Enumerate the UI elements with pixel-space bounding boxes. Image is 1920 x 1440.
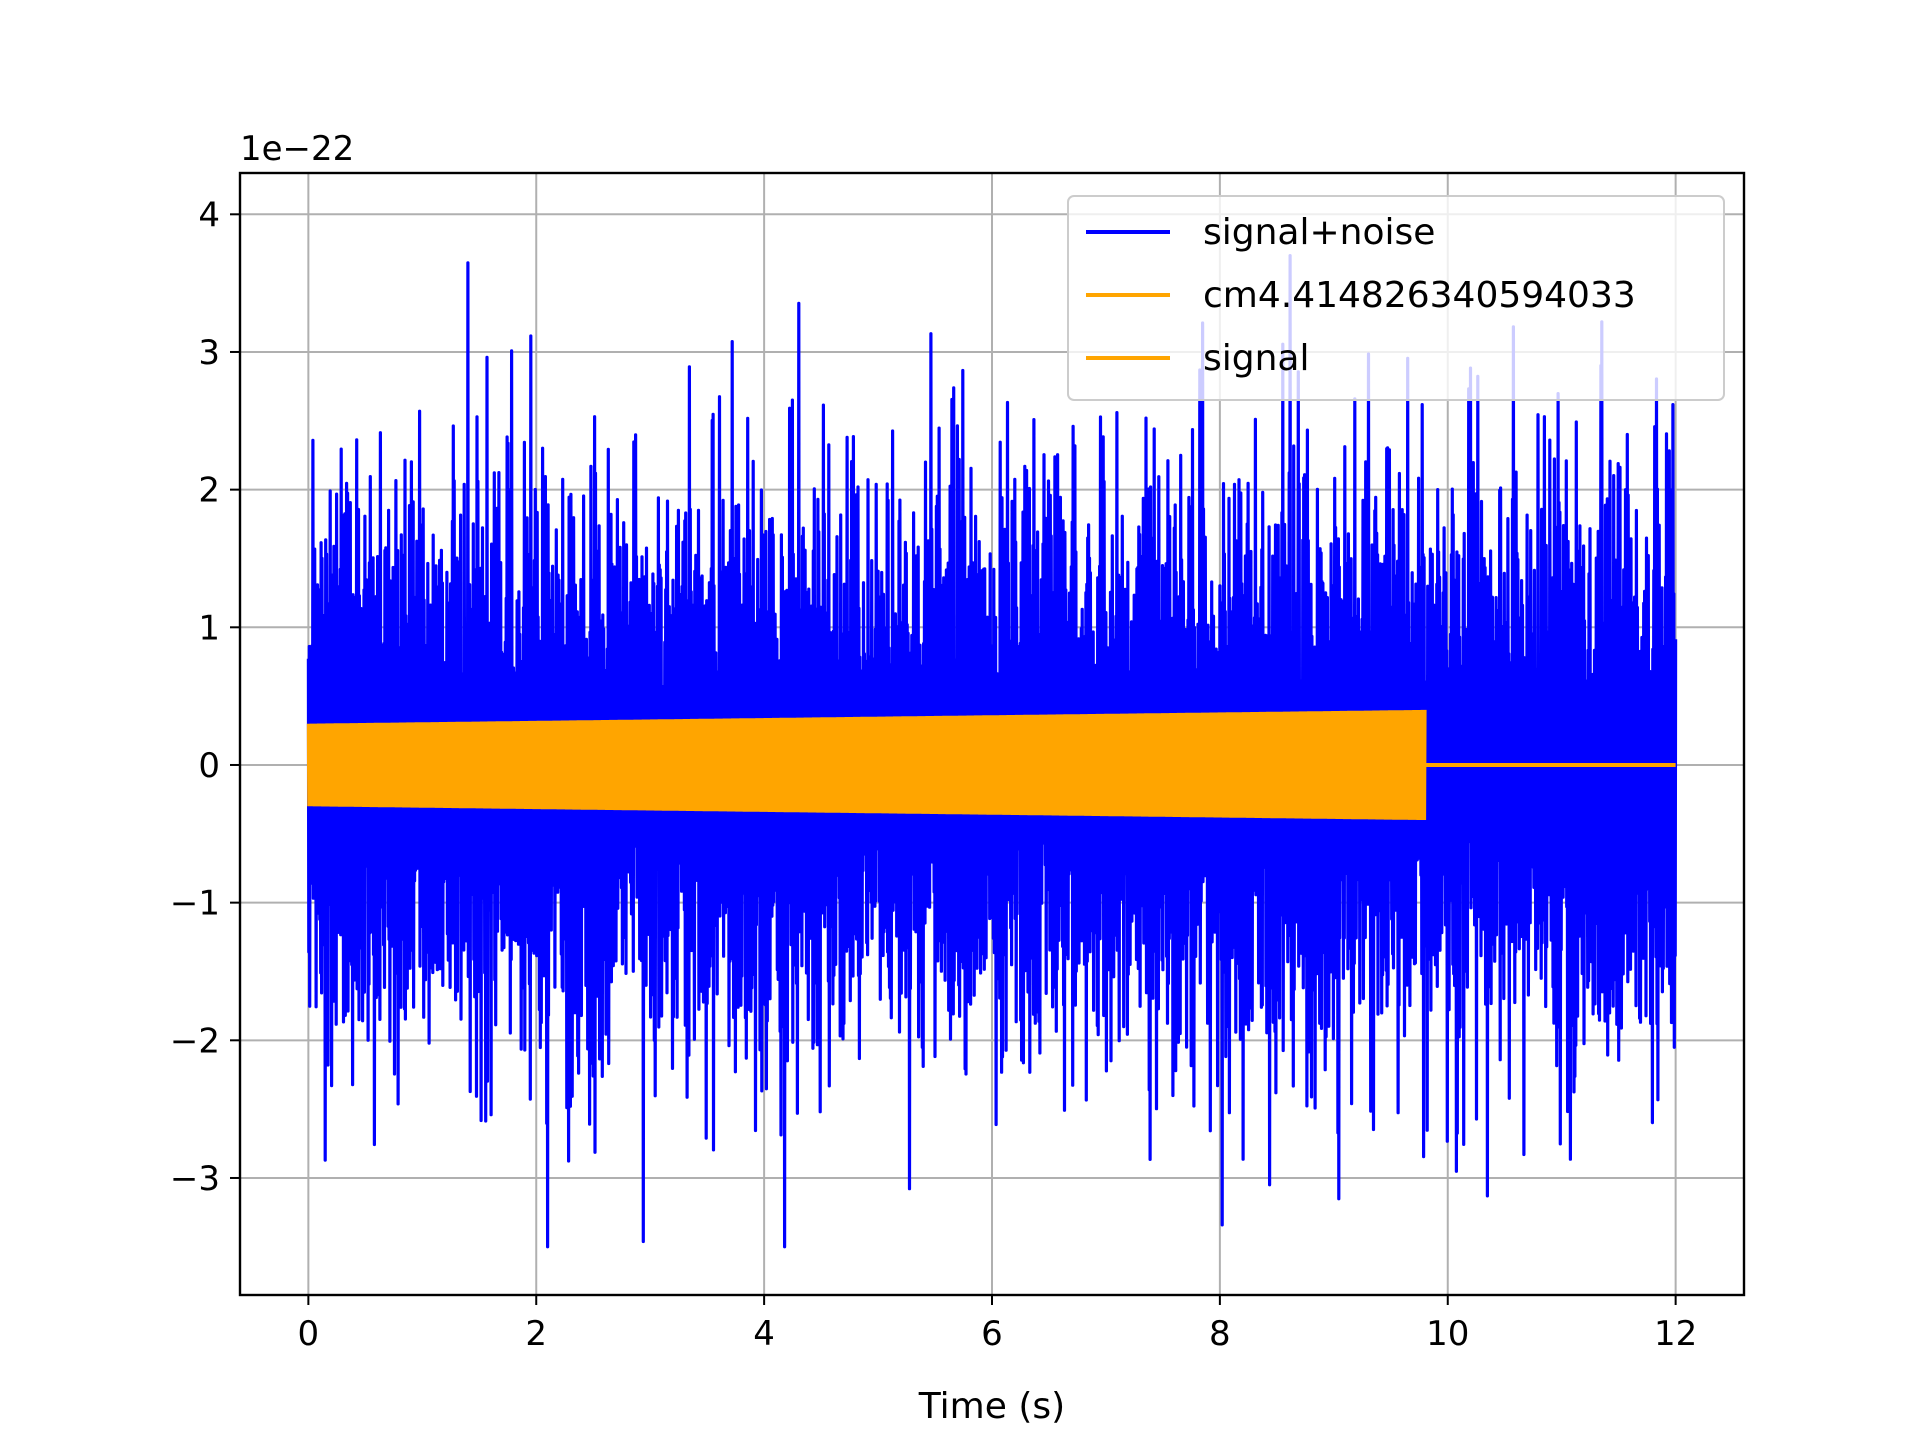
data-layer (306, 254, 1678, 1249)
y-tick-label: −1 (170, 884, 220, 924)
series-signal-noise-line (306, 254, 1678, 1249)
legend-frame (1067, 195, 1725, 401)
y-offset-label: 1e−22 (240, 129, 354, 169)
x-tick-label: 2 (525, 1314, 547, 1354)
y-tick-label: 1 (198, 608, 220, 648)
legend-label-signal-noise: signal+noise (1203, 212, 1435, 253)
y-tick-label: 0 (198, 746, 220, 786)
x-tick-label: 10 (1426, 1314, 1469, 1354)
y-tick-label: 3 (198, 333, 220, 373)
legend: signal+noise cm4.414826340594033 signal (1067, 195, 1725, 401)
y-tick-label: 2 (198, 471, 220, 511)
y-tick-label: 4 (198, 195, 220, 235)
y-tick-label: −2 (170, 1021, 220, 1061)
series-cm-signal-band (306, 709, 1427, 821)
x-tick-label: 12 (1654, 1314, 1697, 1354)
legend-label-signal: signal (1203, 338, 1310, 379)
legend-label-cm: cm4.414826340594033 (1203, 275, 1636, 316)
y-tick-label: −3 (170, 1159, 220, 1199)
x-tick-label: 4 (753, 1314, 775, 1354)
x-tick-label: 0 (298, 1314, 320, 1354)
x-tick-label: 6 (981, 1314, 1003, 1354)
x-axis-title: Time (s) (918, 1386, 1065, 1427)
x-tick-label: 8 (1209, 1314, 1231, 1354)
